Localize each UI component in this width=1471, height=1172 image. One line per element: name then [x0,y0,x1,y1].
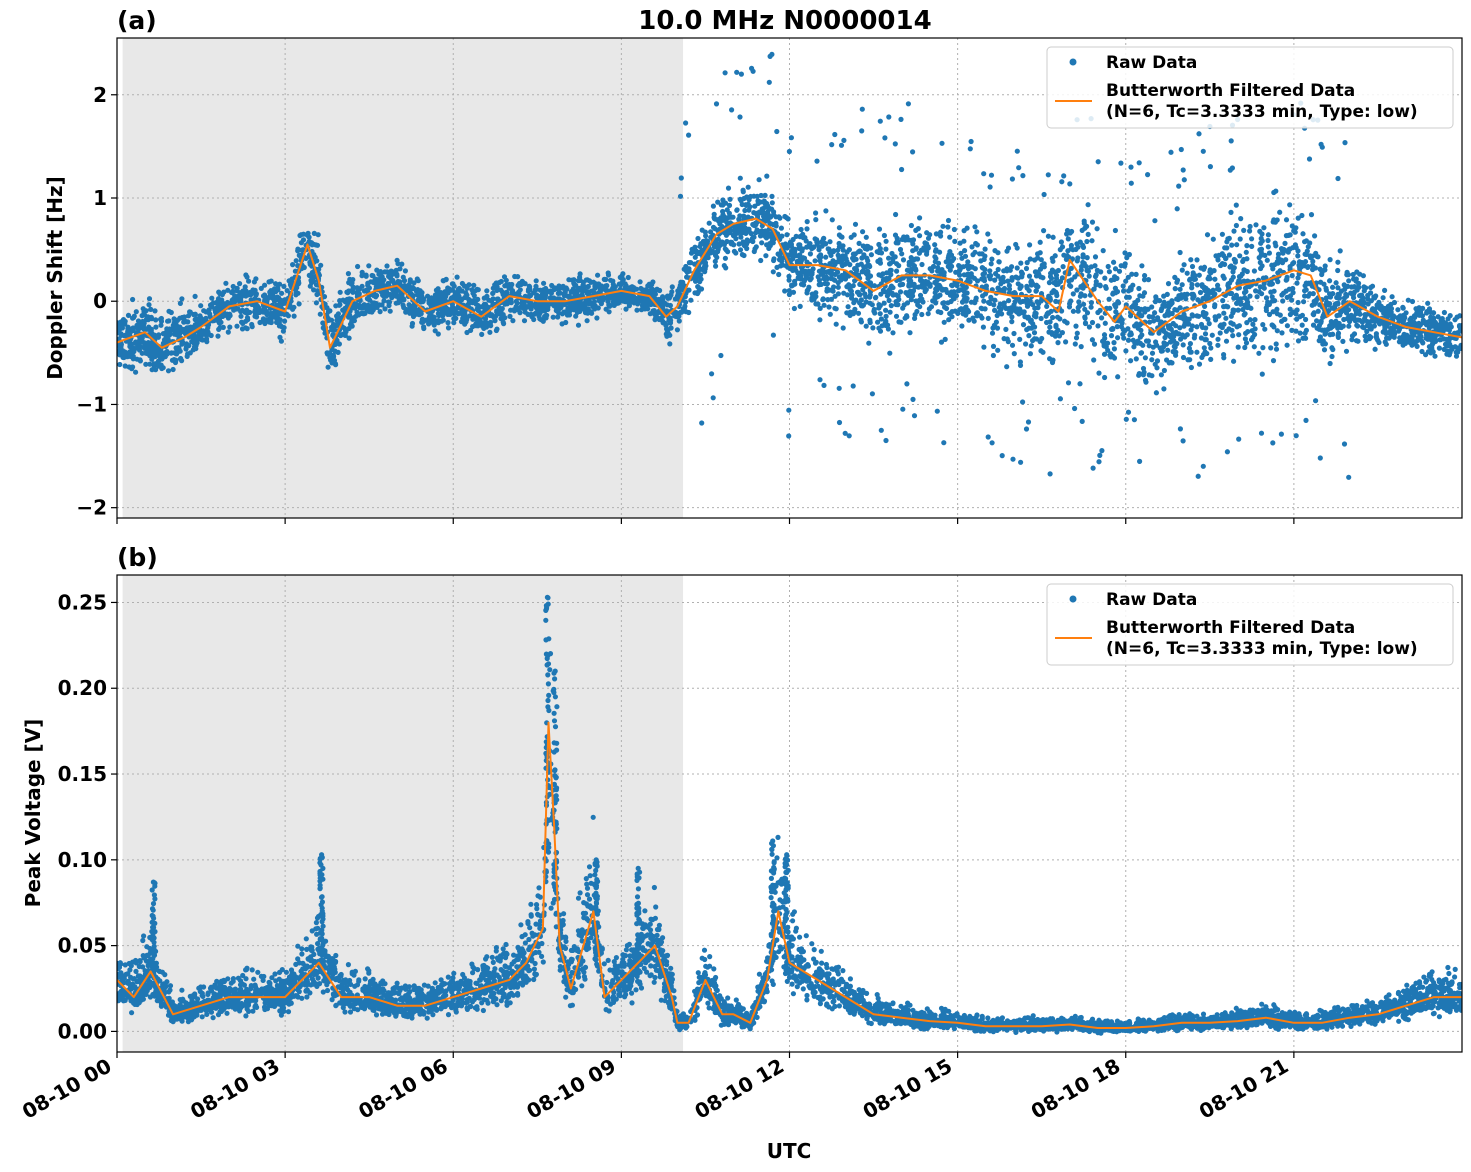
panel-a-legend: Raw Data Butterworth Filtered Data (N=6,… [1047,47,1453,128]
x-tick-label: 08-10 18 [1027,1054,1125,1124]
panel-a-legend-raw-marker [1070,59,1077,66]
x-tick-label: 08-10 15 [859,1054,957,1124]
y-tick-label: −2 [76,496,107,520]
panel-b-ylabel: Peak Voltage [V] [21,719,45,908]
panel-a-ylabel: Doppler Shift [Hz] [43,176,67,380]
panel-b-x-ticks: 08-10 00 08-10 03 08-10 06 08-10 09 08-10 12… [18,1052,1294,1124]
panel-b-legend-raw-label: Raw Data [1106,590,1197,610]
panel-b-shaded-region [123,575,683,1052]
y-tick-label: 0.10 [58,848,107,872]
x-axis-label: UTC [767,1139,812,1163]
x-tick-label: 08-10 03 [186,1054,284,1124]
y-tick-label: 0.20 [58,676,107,700]
panel-b-legend-filtered-label-1: Butterworth Filtered Data [1106,618,1355,638]
y-tick-label: 2 [93,83,107,107]
x-tick-label: 08-10 12 [690,1054,788,1124]
panel-b-label: (b) [117,543,158,572]
y-tick-label: −1 [76,392,107,416]
panel-a-legend-filtered-label-2: (N=6, Tc=3.3333 min, Type: low) [1106,102,1418,122]
panel-b-legend-raw-marker [1070,596,1077,603]
y-tick-label: 0.15 [58,762,107,786]
panel-a-y-ticks: 2 1 0 −1 −2 [76,83,117,520]
y-tick-label: 1 [93,186,107,210]
panel-a-label: (a) [117,6,157,35]
panel-b-y-ticks: 0.00 0.05 0.10 0.15 0.20 0.25 [58,590,117,1043]
panel-b-legend-filtered-label-2: (N=6, Tc=3.3333 min, Type: low) [1106,639,1418,659]
y-tick-label: 0.05 [58,934,107,958]
x-tick-label: 08-10 06 [354,1054,452,1124]
panel-a-legend-raw-label: Raw Data [1106,53,1197,73]
figure-title: 10.0 MHz N0000014 [638,6,931,36]
x-tick-label: 08-10 00 [18,1054,116,1124]
panel-a: (a) 2 1 0 −1 −2 Doppler Shift [Hz] Raw Data … [43,6,1464,524]
panel-a-x-ticks [117,518,1294,524]
y-tick-label: 0.25 [58,590,107,614]
x-tick-label: 08-10 21 [1195,1054,1293,1124]
x-tick-label: 08-10 09 [522,1054,620,1124]
panel-b-legend: Raw Data Butterworth Filtered Data (N=6,… [1047,584,1453,665]
shaded-rect [123,575,683,1052]
y-tick-label: 0.00 [58,1019,107,1043]
panel-a-legend-filtered-label-1: Butterworth Filtered Data [1106,81,1355,101]
y-tick-label: 0 [93,289,107,313]
panel-b: (b) 0.000.050.100.150.200.25 08-10 00 08-… [18,474,1465,1124]
